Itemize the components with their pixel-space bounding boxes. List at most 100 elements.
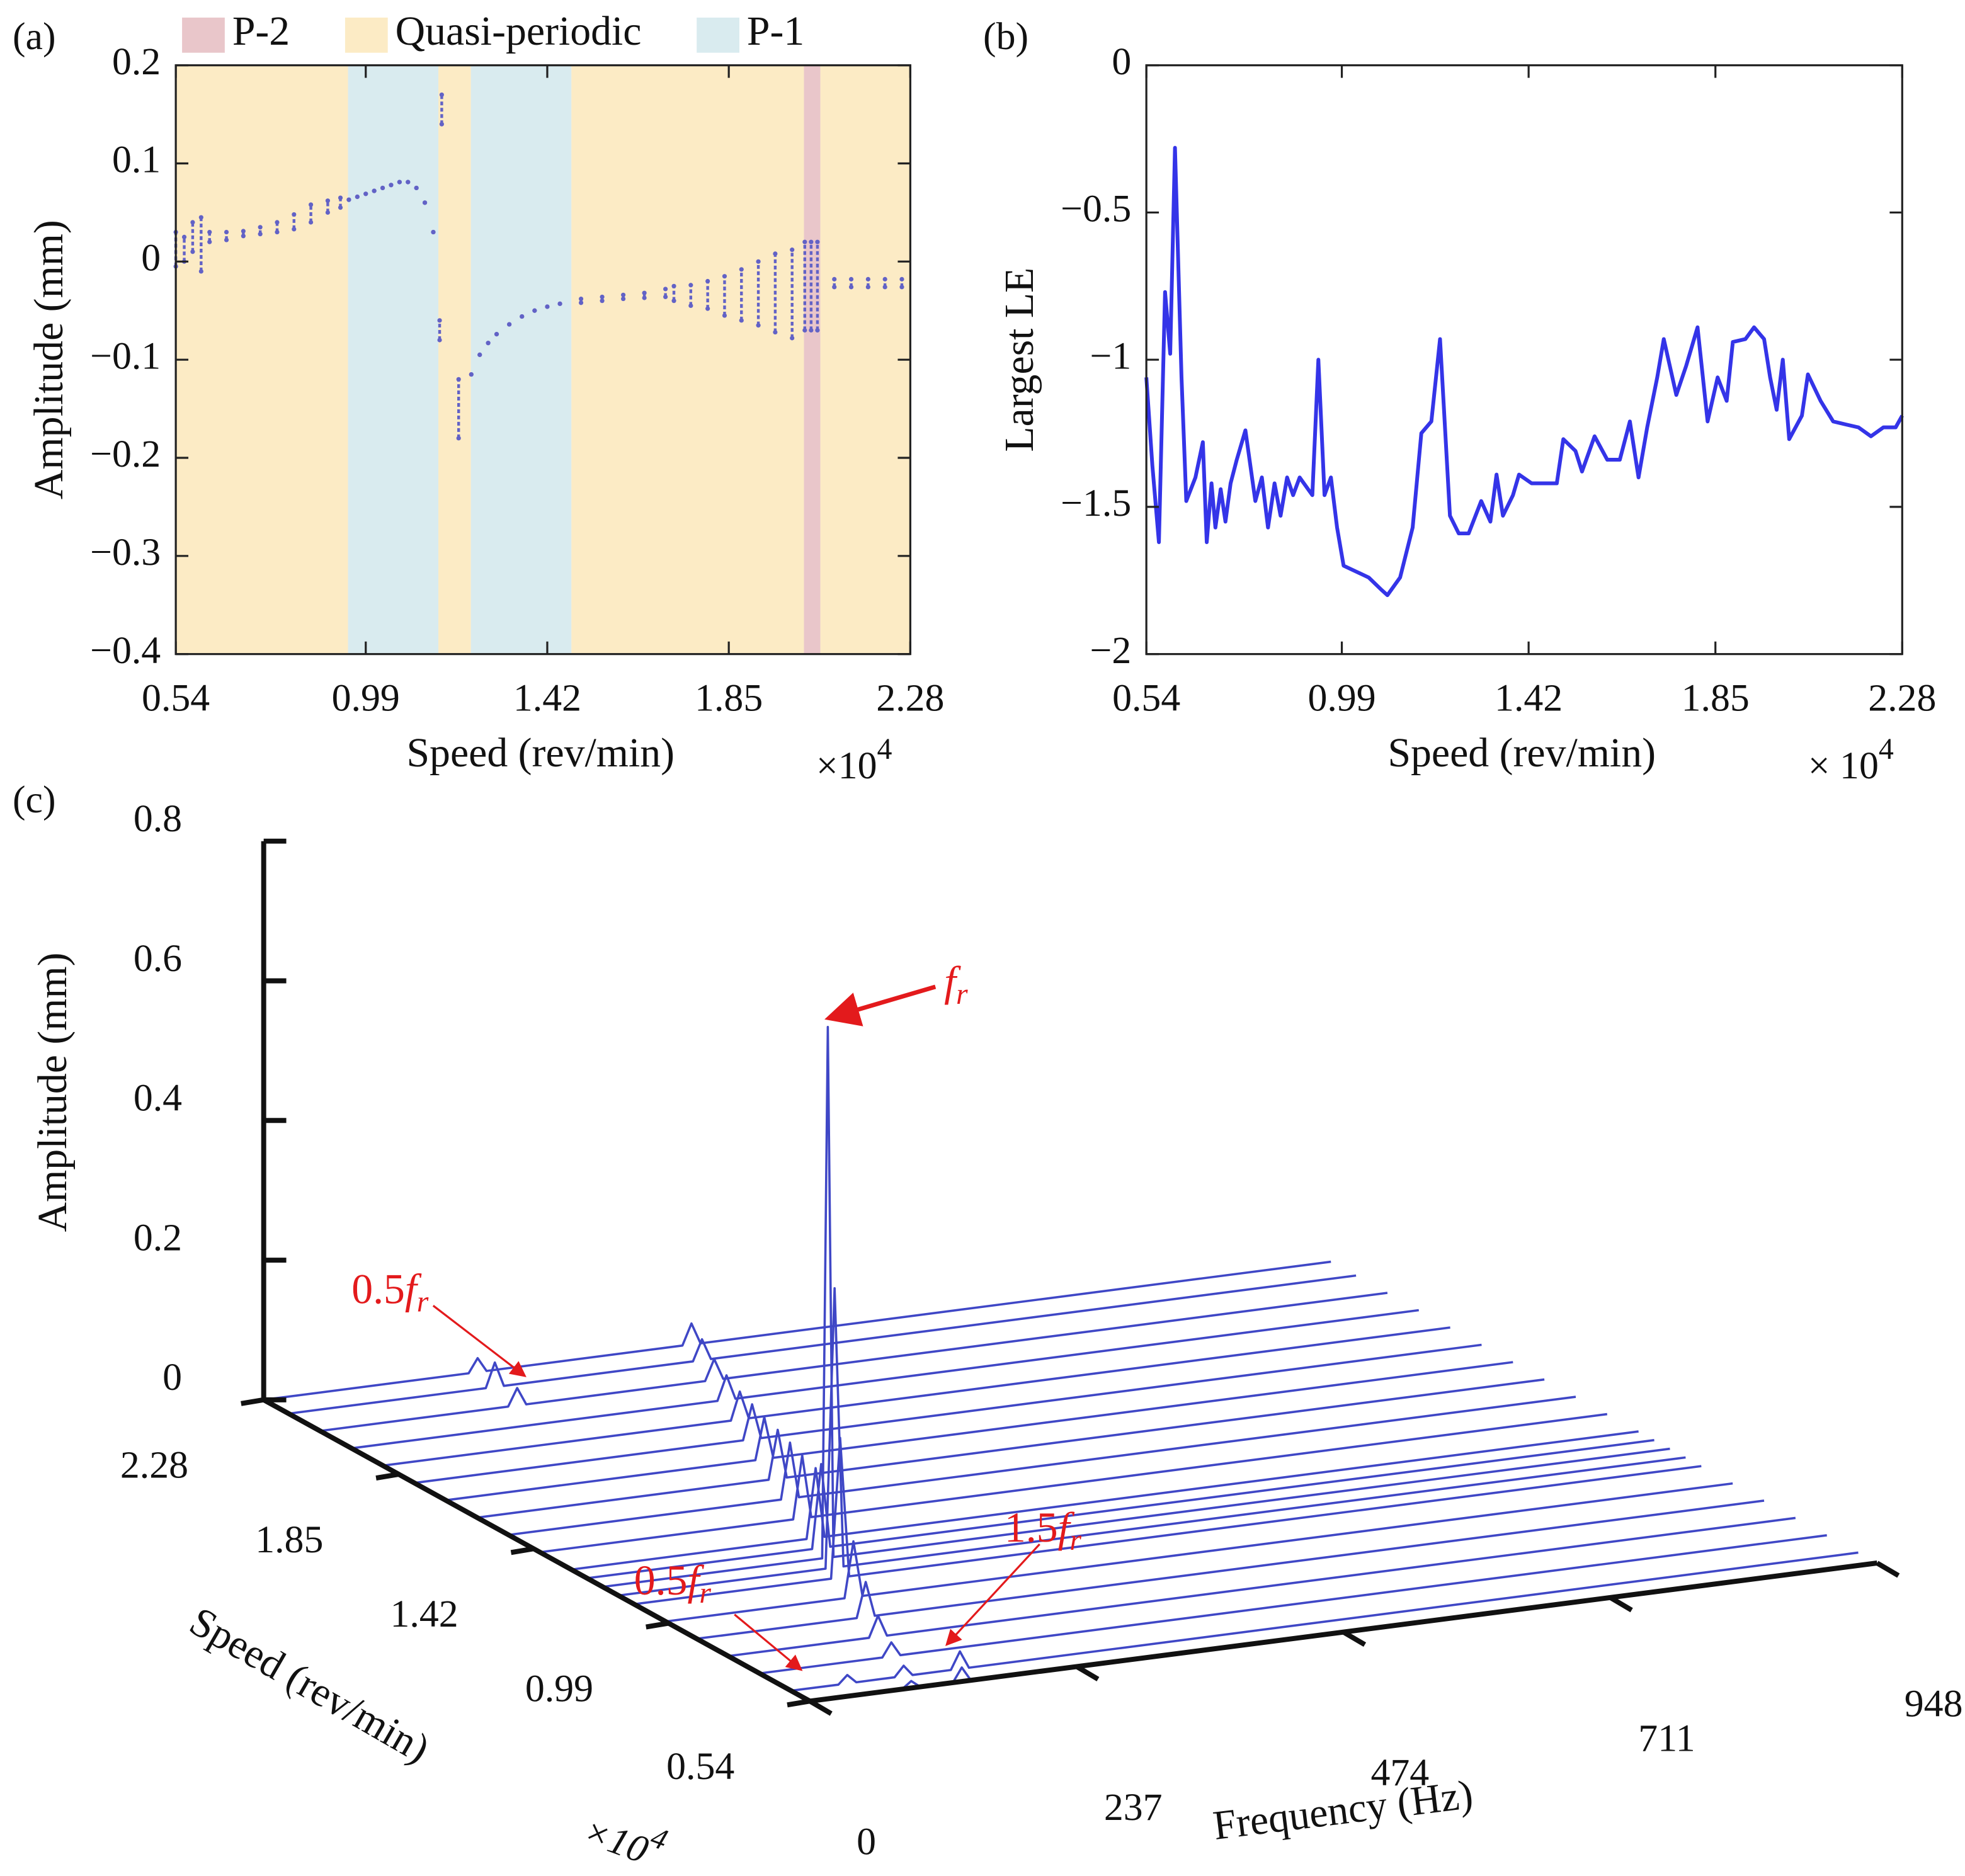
amplitude-point xyxy=(802,327,807,333)
amplitude-point xyxy=(258,225,263,230)
spectrum-line xyxy=(586,1439,1655,1579)
amplitude-point xyxy=(275,220,280,225)
y-tick-label: −1 xyxy=(1090,334,1131,377)
spectrum-line xyxy=(477,1378,1545,1519)
spectrum-line xyxy=(382,1326,1450,1467)
amplitude-point xyxy=(832,276,837,281)
amplitude-point xyxy=(671,298,676,304)
x-scale-label: ×104 xyxy=(816,732,892,787)
lyapunov-line xyxy=(1144,145,1904,598)
y-tick-label: −0.3 xyxy=(90,531,161,574)
spectrum-line xyxy=(540,1413,1608,1554)
annotation-text: 0.5 xyxy=(351,1265,405,1312)
y-tick-label: −1.5 xyxy=(1061,482,1131,525)
amplitude-point xyxy=(773,251,778,256)
y-tick-label: −0.4 xyxy=(90,629,161,672)
amplitude-point xyxy=(397,179,402,185)
panel-label: (a) xyxy=(13,15,56,58)
amplitude-point xyxy=(865,276,870,281)
spectrum-line xyxy=(728,1516,1796,1657)
amplitude-point xyxy=(346,197,351,202)
amplitude-point xyxy=(181,234,187,239)
amplitude-point xyxy=(241,229,246,234)
amplitude-tick-label: 0 xyxy=(162,1356,182,1399)
spectrum-line xyxy=(618,1287,1686,1597)
amplitude-point xyxy=(437,318,442,323)
amplitude-point xyxy=(756,259,761,264)
frequency-tick xyxy=(1609,1595,1633,1613)
y-tick-label: 0 xyxy=(1112,40,1131,83)
amplitude-point xyxy=(198,215,203,220)
amplitude-point xyxy=(456,436,461,441)
annotation-subscript: r xyxy=(417,1285,429,1318)
amplitude-point xyxy=(578,300,584,305)
frequency-tick-label: 711 xyxy=(1638,1717,1695,1759)
x-scale-label-exponent: 4 xyxy=(1879,732,1894,766)
amplitude-point xyxy=(292,227,297,232)
amplitude-tick-label: 0.6 xyxy=(134,937,182,980)
amplitude-point xyxy=(380,185,385,191)
amplitude-point xyxy=(832,285,837,290)
annotation: fr xyxy=(944,958,968,1011)
amplitude-tick-label: 0.8 xyxy=(134,797,182,840)
amplitude-point xyxy=(486,341,491,346)
x-scale-label: × 104 xyxy=(1808,732,1894,787)
amplitude-point xyxy=(578,296,584,302)
x-tick-label: 1.42 xyxy=(1495,677,1563,720)
spectrum-line xyxy=(571,1430,1639,1571)
x-tick-label: 1.85 xyxy=(695,677,763,720)
amplitude-point xyxy=(642,290,647,295)
speed-tick-label: 0.54 xyxy=(666,1745,734,1788)
spectrum-line xyxy=(665,1482,1733,1623)
state-region xyxy=(571,65,804,654)
amplitude-point xyxy=(224,237,229,242)
speed-tick-label: 0.99 xyxy=(525,1667,593,1710)
amplitude-point xyxy=(663,294,668,300)
state-region xyxy=(438,65,471,654)
amplitude-point xyxy=(815,239,820,244)
amplitude-point xyxy=(477,352,482,357)
annotation-arrow xyxy=(824,984,937,1026)
amplitude-point xyxy=(507,322,512,327)
amplitude-point xyxy=(739,267,744,272)
x-tick-label: 0.54 xyxy=(142,677,210,720)
amplitude-point xyxy=(848,285,854,290)
legend-label: Quasi-periodic xyxy=(396,8,642,54)
legend-swatch xyxy=(345,17,388,53)
x-tick-label: 0.54 xyxy=(1112,677,1180,720)
speed-axis xyxy=(262,1397,811,1703)
amplitude-point xyxy=(224,229,229,235)
amplitude-point xyxy=(809,239,814,244)
x-tick-label: 1.42 xyxy=(513,677,581,720)
speed-tick-label: 2.28 xyxy=(120,1444,188,1487)
amplitude-point xyxy=(494,332,499,337)
amplitude-point xyxy=(557,301,562,306)
amplitude-point xyxy=(621,292,626,297)
spectrum-line xyxy=(697,1499,1765,1640)
state-region xyxy=(348,65,439,654)
amplitude-point xyxy=(241,234,246,239)
amplitude-point xyxy=(325,210,331,215)
amplitude-point xyxy=(406,179,411,185)
amplitude-point xyxy=(899,276,904,281)
annotation-subscript: r xyxy=(956,977,968,1011)
amplitude-point xyxy=(545,304,550,309)
speed-tick-label: 1.85 xyxy=(255,1518,323,1561)
y-tick-label: −0.5 xyxy=(1061,188,1131,230)
amplitude-point xyxy=(437,338,442,343)
spectrum-line xyxy=(759,1534,1827,1675)
amplitude-point xyxy=(865,285,870,290)
amplitude-point xyxy=(722,313,727,318)
amplitude-point xyxy=(439,122,444,127)
annotation-subscript: r xyxy=(1069,1523,1081,1557)
x-axis-label: Speed (rev/min) xyxy=(1387,730,1656,776)
amplitude-point xyxy=(848,276,854,281)
y-tick-label: 0 xyxy=(141,237,161,280)
amplitude-point xyxy=(258,232,263,237)
annotation: 0.5fr xyxy=(351,1265,429,1318)
amplitude-point xyxy=(688,283,693,288)
amplitude-point xyxy=(809,327,814,333)
amplitude-point xyxy=(756,323,761,328)
amplitude-point xyxy=(325,198,331,203)
